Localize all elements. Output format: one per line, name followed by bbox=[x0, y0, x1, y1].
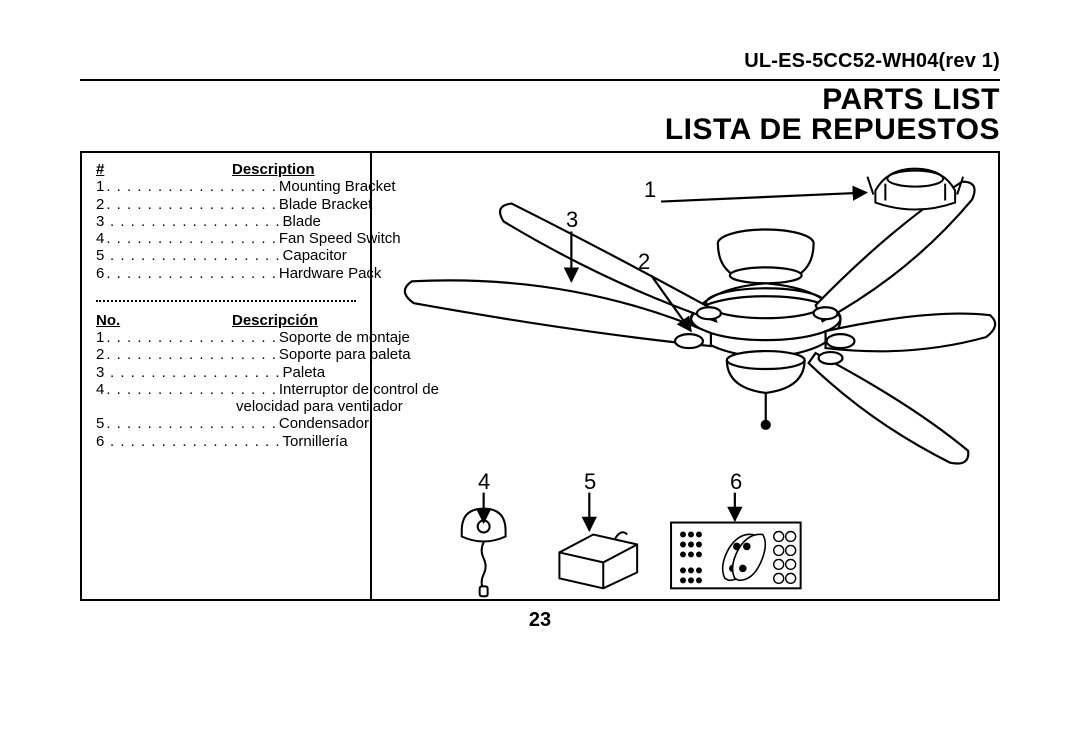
en-header: # Description bbox=[96, 161, 356, 178]
leader-dots: . . . . . . . . . . . . . . . . . bbox=[108, 247, 283, 264]
row-desc: Paleta bbox=[283, 364, 326, 381]
leader-dots: . . . . . . . . . . . . . . . . . bbox=[104, 196, 279, 213]
callout-5: 5 bbox=[584, 469, 596, 495]
es-rows: 1 . . . . . . . . . . . . . . . . . Sopo… bbox=[96, 329, 356, 450]
content-frame: # Description 1 . . . . . . . . . . . . … bbox=[80, 151, 1000, 601]
row-number: 3 bbox=[96, 364, 108, 381]
leader-dots: . . . . . . . . . . . . . . . . . bbox=[104, 178, 279, 195]
table-row: 2 . . . . . . . . . . . . . . . . . Sopo… bbox=[96, 346, 356, 363]
table-row: velocidad para ventilador bbox=[96, 398, 356, 415]
en-head-num: # bbox=[96, 161, 132, 178]
callout-3: 3 bbox=[566, 207, 578, 233]
leader-dots: . . . . . . . . . . . . . . . . . bbox=[108, 364, 283, 381]
callout-2: 2 bbox=[638, 249, 650, 275]
table-row: 1 . . . . . . . . . . . . . . . . . Moun… bbox=[96, 178, 356, 195]
lang-divider bbox=[96, 300, 356, 302]
leader-dots: . . . . . . . . . . . . . . . . . bbox=[108, 213, 283, 230]
row-desc: Blade bbox=[283, 213, 321, 230]
title-es: LISTA DE REPUESTOS bbox=[80, 115, 1000, 145]
row-number: 1 bbox=[96, 178, 104, 195]
en-head-desc: Description bbox=[232, 161, 315, 178]
diagram-panel: 1 2 3 4 5 6 bbox=[372, 153, 998, 599]
table-row: 2 . . . . . . . . . . . . . . . . . Blad… bbox=[96, 196, 356, 213]
table-row: 6 . . . . . . . . . . . . . . . . . Torn… bbox=[96, 433, 356, 450]
row-desc: Hardware Pack bbox=[279, 265, 382, 282]
table-row: 4 . . . . . . . . . . . . . . . . . Fan … bbox=[96, 230, 356, 247]
row-number: 2 bbox=[96, 196, 104, 213]
fan-diagram-svg bbox=[372, 153, 998, 599]
table-row: 3 . . . . . . . . . . . . . . . . . Pale… bbox=[96, 364, 356, 381]
model-code: UL-ES-5CC52-WH04(rev 1) bbox=[80, 50, 1000, 73]
leader-dots: . . . . . . . . . . . . . . . . . bbox=[104, 346, 279, 363]
row-number: 5 bbox=[96, 415, 104, 432]
table-row: 6 . . . . . . . . . . . . . . . . . Hard… bbox=[96, 265, 356, 282]
row-number: 2 bbox=[96, 346, 104, 363]
row-number: 4 bbox=[96, 230, 104, 247]
row-number: 3 bbox=[96, 213, 108, 230]
row-number: 6 bbox=[96, 265, 104, 282]
page-container: UL-ES-5CC52-WH04(rev 1) PARTS LIST LISTA… bbox=[80, 50, 1000, 670]
row-number: 4 bbox=[96, 381, 104, 398]
title-en: PARTS LIST bbox=[80, 85, 1000, 115]
table-row: 1 . . . . . . . . . . . . . . . . . Sopo… bbox=[96, 329, 356, 346]
row-desc: Condensador bbox=[279, 415, 369, 432]
leader-dots: . . . . . . . . . . . . . . . . . bbox=[104, 329, 279, 346]
es-head-desc: Descripción bbox=[232, 312, 318, 329]
top-rule bbox=[80, 79, 1000, 81]
title-block: PARTS LIST LISTA DE REPUESTOS bbox=[80, 85, 1000, 145]
leader-dots: . . . . . . . . . . . . . . . . . bbox=[104, 415, 279, 432]
row-number: 5 bbox=[96, 247, 108, 264]
en-rows: 1 . . . . . . . . . . . . . . . . . Moun… bbox=[96, 178, 356, 282]
table-row: 5 . . . . . . . . . . . . . . . . . Cond… bbox=[96, 415, 356, 432]
table-row: 5 . . . . . . . . . . . . . . . . . Capa… bbox=[96, 247, 356, 264]
es-header: No. Descripción bbox=[96, 312, 356, 329]
leader-dots: . . . . . . . . . . . . . . . . . bbox=[104, 381, 279, 398]
callout-1: 1 bbox=[644, 177, 656, 203]
row-number: 6 bbox=[96, 433, 108, 450]
row-number: 1 bbox=[96, 329, 104, 346]
es-head-num: No. bbox=[96, 312, 132, 329]
leader-dots: . . . . . . . . . . . . . . . . . bbox=[104, 265, 279, 282]
row-desc: Tornillería bbox=[283, 433, 348, 450]
callout-6: 6 bbox=[730, 469, 742, 495]
row-desc: Capacitor bbox=[283, 247, 347, 264]
page-number: 23 bbox=[80, 609, 1000, 632]
parts-table-column: # Description 1 . . . . . . . . . . . . … bbox=[82, 153, 372, 599]
leader-dots: . . . . . . . . . . . . . . . . . bbox=[104, 230, 279, 247]
table-row: 4 . . . . . . . . . . . . . . . . . Inte… bbox=[96, 381, 356, 398]
callout-4: 4 bbox=[478, 469, 490, 495]
row-desc: Blade Bracket bbox=[279, 196, 372, 213]
table-row: 3 . . . . . . . . . . . . . . . . . Blad… bbox=[96, 213, 356, 230]
leader-dots: . . . . . . . . . . . . . . . . . bbox=[108, 433, 283, 450]
